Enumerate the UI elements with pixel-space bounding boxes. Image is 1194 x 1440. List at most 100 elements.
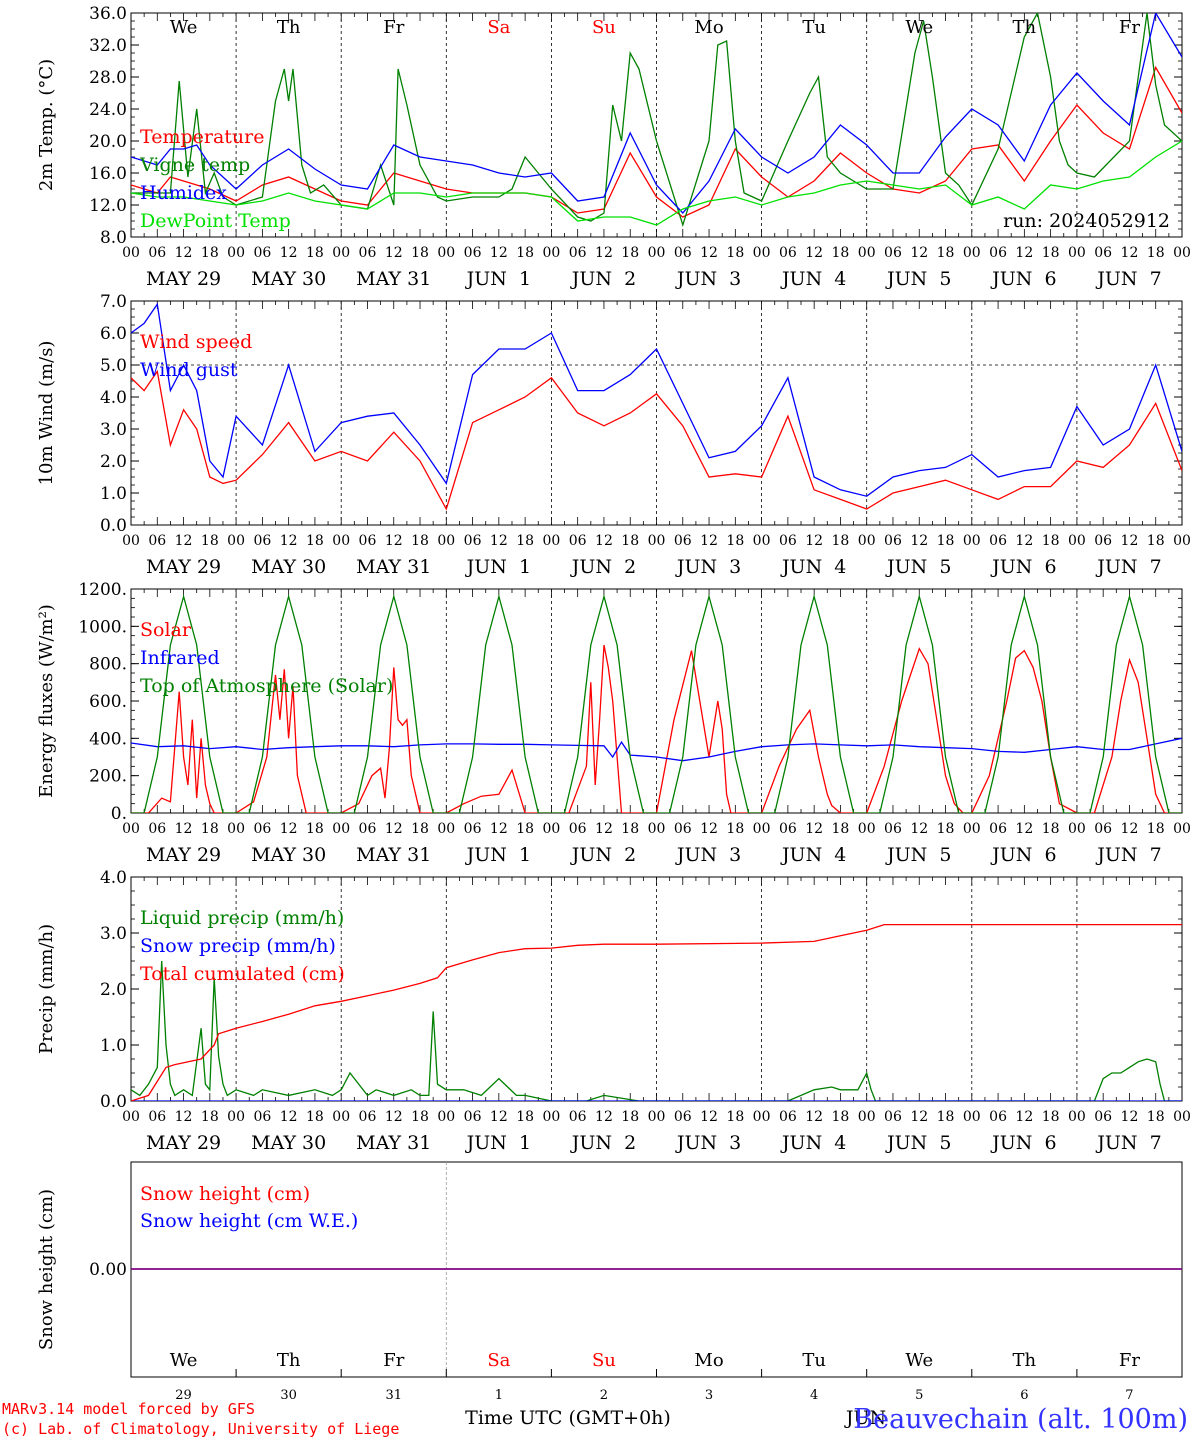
- hour-tick-label: 12: [280, 245, 298, 261]
- day-name-label: Su: [592, 17, 616, 38]
- hour-tick-label: 00: [963, 821, 981, 837]
- y-axis-title: Precip (mm/h): [36, 924, 57, 1054]
- hour-tick-label: 12: [805, 1109, 823, 1125]
- hour-tick-label: 12: [1121, 533, 1139, 549]
- x-axis-title: Time UTC (GMT+0h): [465, 1407, 671, 1429]
- day-name-label: Mo: [694, 1350, 723, 1371]
- hour-tick-label: 18: [201, 245, 219, 261]
- hour-tick-label: 18: [306, 821, 324, 837]
- hour-tick-label: 00: [1068, 533, 1086, 549]
- y-tick-label: 1.0: [100, 1036, 127, 1056]
- hour-tick-label: 12: [910, 821, 928, 837]
- hour-tick-label: 18: [306, 245, 324, 261]
- hour-tick-label: 12: [490, 1109, 508, 1125]
- energy-panel: 0. 200. 400. 600. 800. 1000. 1200. Energy fluxe…: [36, 580, 1191, 866]
- day-number-label: 6: [1020, 1388, 1028, 1403]
- series-line-temperature: [131, 65, 1182, 218]
- hour-tick-label: 06: [569, 245, 587, 261]
- snow-panel: 0.00 Snow height (cm) Snow height (cm) Snow…: [36, 1161, 1183, 1403]
- hour-tick-label: 12: [280, 533, 298, 549]
- date-label: JUN 2: [570, 1132, 636, 1154]
- hour-tick-label: 12: [490, 245, 508, 261]
- date-label: JUN 3: [675, 556, 741, 578]
- day-name-label: Fr: [1119, 1350, 1140, 1371]
- y-tick-label: 5.0: [100, 356, 127, 376]
- date-label: JUN 5: [885, 556, 951, 578]
- day-name-label: We: [170, 1350, 198, 1371]
- hour-tick-label: 00: [1173, 245, 1191, 261]
- hour-tick-label: 00: [648, 1109, 666, 1125]
- hour-tick-label: 00: [858, 1109, 876, 1125]
- hour-tick-label: 00: [542, 245, 560, 261]
- precip-panel: 0.0 1.0 2.0 3.0 4.0 Precip (mm/h) Liquid preci…: [36, 868, 1191, 1154]
- hour-tick-label: 18: [832, 1109, 850, 1125]
- hour-tick-label: 06: [148, 821, 166, 837]
- series-line-top-of-atmosphere-solar: [131, 594, 1182, 813]
- date-label: MAY 31: [356, 1132, 431, 1154]
- wind-panel: 0.0 1.0 2.0 3.0 4.0 5.0 6.0 7.0 10m Wind (m/s) Wi…: [36, 292, 1191, 578]
- energy-series: [131, 594, 1182, 813]
- hour-tick-label: 18: [937, 821, 955, 837]
- hour-tick-label: 12: [1015, 533, 1033, 549]
- hour-tick-label: 00: [1173, 821, 1191, 837]
- hour-tick-label: 18: [201, 821, 219, 837]
- hour-tick-label: 18: [937, 245, 955, 261]
- hour-tick-label: 18: [411, 245, 429, 261]
- legend-entry: Humidex: [140, 182, 227, 204]
- hour-tick-label: 18: [201, 533, 219, 549]
- temp-frame: [130, 12, 1183, 238]
- y-tick-label: 36.0: [89, 4, 127, 24]
- hour-tick-label: 18: [411, 533, 429, 549]
- date-label: JUN 4: [780, 844, 846, 866]
- hour-tick-label: 06: [674, 821, 692, 837]
- y-tick-label: 0.0: [100, 1092, 127, 1112]
- date-label: MAY 31: [356, 268, 431, 290]
- legend-entry: Total cumulated (cm): [140, 963, 345, 985]
- hour-tick-label: 00: [963, 245, 981, 261]
- hour-tick-label: 12: [175, 533, 193, 549]
- hour-tick-label: 12: [385, 821, 403, 837]
- y-axis-title: Energy fluxes (W/m²): [36, 604, 57, 798]
- date-label: JUN 2: [570, 844, 636, 866]
- hour-tick-label: 18: [621, 533, 639, 549]
- legend-entry: Vigne temp: [139, 154, 250, 176]
- date-label: JUN 3: [675, 268, 741, 290]
- y-tick-label: 3.0: [100, 420, 127, 440]
- y-tick-label: 2.0: [100, 980, 127, 1000]
- hour-tick-label: 06: [359, 1109, 377, 1125]
- y-tick-label: 1000.: [78, 617, 127, 637]
- hour-tick-label: 12: [490, 821, 508, 837]
- hour-tick-label: 18: [411, 1109, 429, 1125]
- hour-tick-label: 18: [621, 1109, 639, 1125]
- hour-tick-label: 12: [385, 533, 403, 549]
- legend-entry: Wind speed: [140, 331, 252, 353]
- date-label: JUN 2: [570, 268, 636, 290]
- hour-tick-label: 06: [148, 245, 166, 261]
- hour-tick-label: 06: [674, 245, 692, 261]
- y-tick-label: 16.0: [89, 164, 127, 184]
- hour-tick-label: 18: [1147, 245, 1165, 261]
- hour-tick-label: 06: [779, 821, 797, 837]
- hour-tick-label: 00: [1068, 245, 1086, 261]
- hour-tick-label: 00: [648, 533, 666, 549]
- date-label: JUN 5: [885, 268, 951, 290]
- date-label: JUN 4: [780, 556, 846, 578]
- y-tick-label: 0.: [111, 804, 127, 824]
- temp-series: [131, 13, 1182, 228]
- month-label: JUN: [844, 1407, 886, 1429]
- series-line-wind-speed: [131, 369, 1182, 511]
- date-label: MAY 29: [146, 556, 221, 578]
- hour-tick-label: 12: [595, 533, 613, 549]
- energy-frame: [130, 588, 1183, 814]
- hour-tick-label: 06: [1094, 245, 1112, 261]
- y-tick-label: 24.0: [89, 100, 127, 120]
- hour-tick-label: 18: [1147, 821, 1165, 837]
- date-label: JUN 2: [570, 556, 636, 578]
- y-tick-label: 800.: [89, 655, 127, 675]
- date-label: MAY 29: [146, 1132, 221, 1154]
- hour-tick-label: 18: [1147, 533, 1165, 549]
- date-label: JUN 1: [465, 1132, 531, 1154]
- date-label: MAY 30: [251, 268, 326, 290]
- hour-tick-label: 12: [280, 1109, 298, 1125]
- hour-tick-label: 00: [1173, 1109, 1191, 1125]
